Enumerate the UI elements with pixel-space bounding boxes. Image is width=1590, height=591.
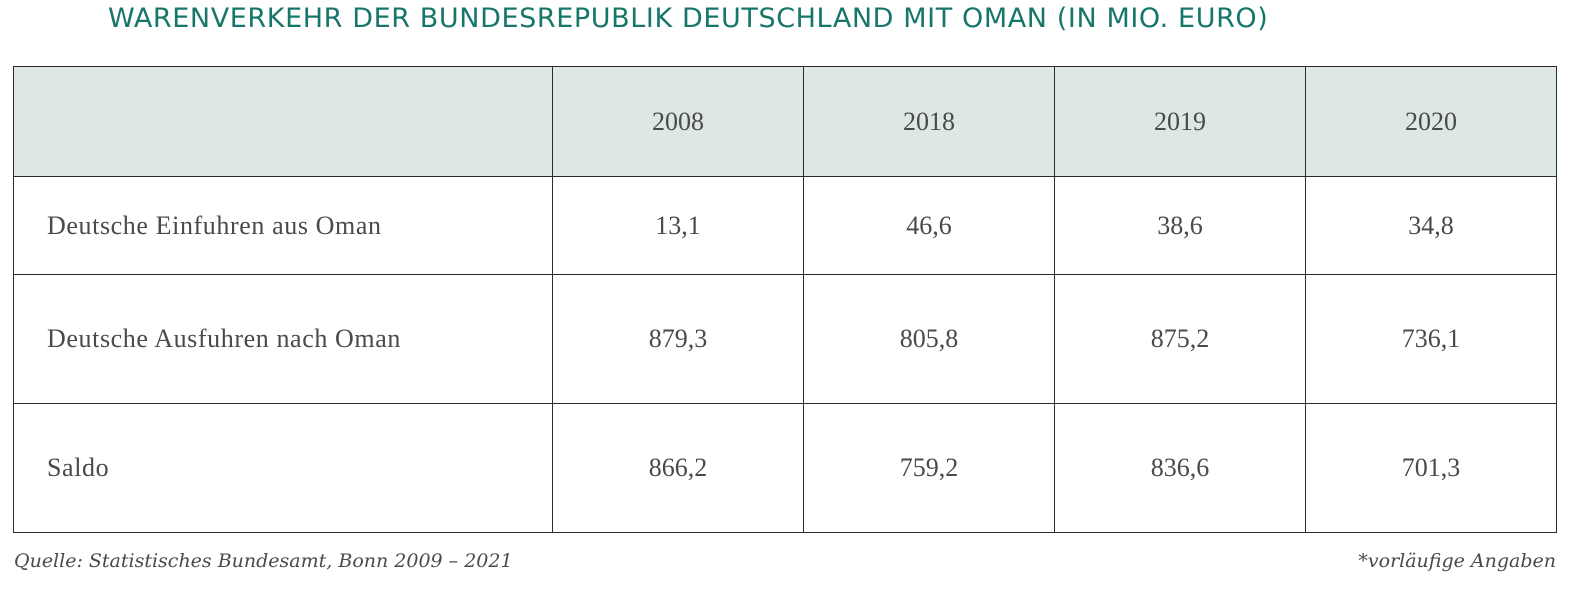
table-row-balance: Saldo 866,2 759,2 836,6 701,3 xyxy=(13,403,1557,533)
table-row-exports: Deutsche Ausfuhren nach Oman 879,3 805,8… xyxy=(13,274,1557,404)
table-row-imports: Deutsche Einfuhren aus Oman 13,1 46,6 38… xyxy=(13,176,1557,275)
table-cell: 736,1 xyxy=(1305,274,1557,404)
year-header: 2020 xyxy=(1305,66,1557,177)
table-cell: 836,6 xyxy=(1054,403,1306,533)
table-cell: 34,8 xyxy=(1305,176,1557,275)
page-title: WARENVERKEHR DER BUNDESREPUBLIK DEUTSCHL… xyxy=(108,3,1269,34)
source-note: Quelle: Statistisches Bundesamt, Bonn 20… xyxy=(14,550,513,572)
year-header: 2018 xyxy=(803,66,1055,177)
table-cell: 805,8 xyxy=(803,274,1055,404)
row-label: Deutsche Einfuhren aus Oman xyxy=(13,176,553,275)
table-cell: 701,3 xyxy=(1305,403,1557,533)
table-cell: 13,1 xyxy=(552,176,804,275)
year-header: 2008 xyxy=(552,66,804,177)
table-header-row: 2008 2018 2019 2020 xyxy=(13,66,1557,177)
table-cell: 875,2 xyxy=(1054,274,1306,404)
header-corner-cell xyxy=(13,66,553,177)
table-cell: 879,3 xyxy=(552,274,804,404)
year-header: 2019 xyxy=(1054,66,1306,177)
row-label: Saldo xyxy=(13,403,553,533)
trade-table: 2008 2018 2019 2020 Deutsche Einfuhren a… xyxy=(13,66,1557,533)
table-cell: 866,2 xyxy=(552,403,804,533)
table-cell: 38,6 xyxy=(1054,176,1306,275)
table-cell: 759,2 xyxy=(803,403,1055,533)
footnote: *vorläufige Angaben xyxy=(1358,550,1556,572)
table-cell: 46,6 xyxy=(803,176,1055,275)
row-label: Deutsche Ausfuhren nach Oman xyxy=(13,274,553,404)
